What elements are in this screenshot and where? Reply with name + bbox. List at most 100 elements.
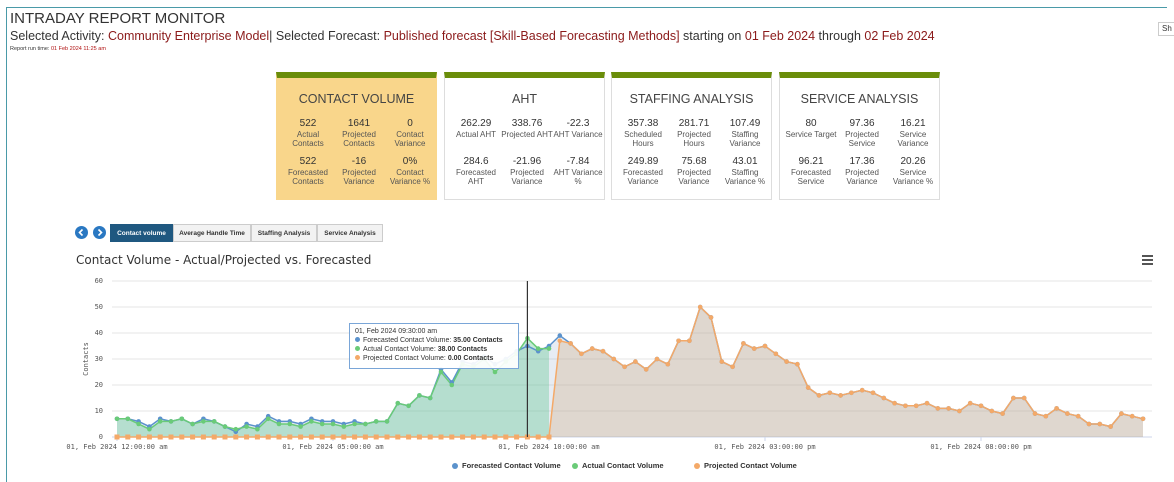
series-marker	[881, 395, 887, 401]
series-marker	[244, 424, 249, 429]
metric: -16 Projected Variance	[333, 156, 385, 186]
series-marker	[730, 364, 735, 370]
series-marker	[1097, 421, 1103, 427]
tab[interactable]: Service Analysis	[317, 224, 383, 242]
metric-value: 17.36	[849, 156, 875, 167]
metric-value: -22.3	[566, 118, 590, 129]
tooltip-label: Forecasted Contact Volume:	[363, 337, 454, 344]
series-marker	[784, 359, 789, 364]
series-marker	[708, 315, 714, 320]
tooltip-bullet	[355, 355, 360, 360]
y-tick-label: 30	[95, 355, 103, 363]
metric-label: Actual Contacts	[292, 130, 324, 148]
series-marker	[179, 434, 185, 440]
series-marker	[330, 421, 336, 427]
tab[interactable]: Contact volume	[110, 224, 173, 242]
series-marker	[309, 419, 314, 424]
metric-label: Projected Hours	[677, 130, 711, 148]
series-marker	[1011, 395, 1016, 401]
x-tick-label: 01, Feb 2024 08:00:00 pm	[930, 443, 1031, 451]
series-marker	[373, 434, 379, 440]
series-marker	[168, 419, 174, 424]
y-tick-label: 40	[95, 329, 103, 337]
series-marker	[1140, 416, 1146, 422]
series-marker	[244, 434, 250, 440]
series-marker	[265, 416, 271, 422]
series-marker	[136, 421, 141, 427]
series-marker	[1021, 395, 1027, 401]
metric-label: Projected Variance	[845, 168, 879, 186]
metric-label: Contact Variance %	[389, 168, 431, 186]
metric: 338.76 Projected AHT	[501, 118, 553, 139]
metric-label: Forecasted Service	[790, 168, 832, 186]
series-marker	[568, 341, 573, 346]
series-marker	[470, 434, 476, 440]
metric-value: 20.26	[900, 156, 926, 167]
chart: 0 10 20 30 40 50 60 Contacts 01, Feb 2024 12:00:…	[66, 277, 1152, 470]
card-title: SERVICE ANALYSIS	[800, 92, 919, 106]
y-tick-label: 50	[95, 303, 103, 311]
series-marker	[546, 434, 552, 440]
metric: 43.01 Staffing Variance %	[719, 156, 771, 186]
series-marker	[190, 434, 196, 440]
metric: 96.21 Forecasted Service	[785, 156, 837, 186]
metric: 522 Forecasted Contacts	[282, 156, 334, 186]
series-marker	[946, 406, 951, 411]
series-marker	[406, 403, 411, 409]
series-marker	[222, 434, 228, 440]
tooltip-row: Projected Contact Volume: 0.00 Contacts	[355, 354, 513, 363]
top-button[interactable]: Sh	[1158, 22, 1174, 36]
series-marker	[341, 424, 347, 429]
series-marker	[125, 434, 131, 440]
series-marker	[341, 434, 347, 440]
tab[interactable]: Staffing Analysis	[251, 224, 317, 242]
series-marker	[417, 393, 422, 398]
metric-value: 75.68	[681, 156, 707, 167]
series-marker	[298, 434, 304, 440]
series-marker	[147, 426, 152, 432]
metric: -22.3 AHT Variance	[552, 118, 604, 139]
tooltip: 01, Feb 2024 09:30:00 am Forecasted Conta…	[349, 323, 519, 369]
legend-label: Actual Contact Volume	[582, 461, 664, 470]
metric-label: Service Target	[785, 130, 837, 139]
series-marker	[330, 434, 336, 440]
series-marker	[146, 434, 152, 440]
prev-button[interactable]	[75, 226, 88, 239]
metric-value: 249.89	[627, 156, 659, 167]
series-marker	[136, 434, 142, 440]
metric: 0% Contact Variance %	[384, 156, 436, 186]
metric: 249.89 Forecasted Variance	[617, 156, 669, 186]
metric-label: Staffing Variance %	[724, 168, 766, 186]
y-axis-label: Contacts	[82, 342, 90, 376]
series-marker	[892, 400, 897, 406]
y-tick-label: 60	[95, 277, 103, 285]
metric: 20.26 Service Variance %	[887, 156, 939, 186]
series-marker	[492, 369, 498, 375]
chart-menu[interactable]	[1142, 255, 1153, 265]
metric-label: Scheduled Hours	[624, 130, 662, 148]
metric: 357.38 Scheduled Hours	[617, 118, 669, 148]
series-marker	[773, 351, 779, 357]
selection-value: Published forecast [Skill-Based Forecast…	[383, 29, 680, 43]
series-marker	[903, 403, 908, 409]
series-marker	[481, 434, 487, 440]
series-marker	[913, 403, 919, 409]
series-marker	[622, 364, 627, 370]
series-marker	[308, 434, 314, 440]
selection-line: Selected Activity: Community Enterprise …	[10, 29, 935, 43]
report-frame	[6, 7, 1167, 482]
series-marker	[557, 333, 563, 338]
metric-label: Projected Contacts	[342, 130, 376, 148]
series-marker	[924, 400, 930, 406]
series-marker	[697, 304, 703, 310]
next-button[interactable]	[93, 226, 106, 239]
tooltip-row: Forecasted Contact Volume: 35.00 Contact…	[355, 336, 513, 345]
y-tick-label: 10	[95, 407, 103, 415]
series-marker	[373, 419, 379, 424]
series-marker	[579, 351, 584, 357]
tab[interactable]: Average Handle Time	[173, 224, 251, 242]
metric-label: Forecasted AHT	[455, 168, 497, 186]
series-marker	[265, 434, 271, 440]
metric-label: Forecasted Variance	[622, 168, 664, 186]
series-marker	[805, 385, 811, 390]
